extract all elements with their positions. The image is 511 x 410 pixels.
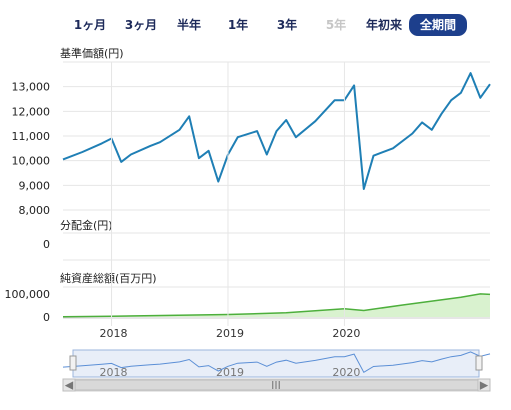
tab-5-years: 5年: [325, 18, 347, 32]
navigator-right-handle[interactable]: [475, 355, 483, 371]
assets-y-tick-label: 100,000: [5, 288, 51, 301]
dividend-panel-title: 分配金(円): [60, 219, 113, 232]
assets-panel-title: 純資産総額(百万円): [60, 272, 157, 285]
price-y-tick-label: 10,000: [12, 155, 51, 168]
tab-all-period[interactable]: 全期間: [409, 14, 467, 36]
assets-y-tick-label: 0: [43, 311, 50, 324]
assets-area-fill: [63, 293, 490, 317]
year-gridlines: [111, 62, 345, 326]
navigator-selection[interactable]: [72, 349, 480, 378]
scroll-left-button[interactable]: [62, 378, 76, 392]
price-gridlines: [63, 86, 490, 211]
price-y-axis: 8,000 9,000 10,000 11,000 12,000 13,000: [12, 81, 51, 217]
tab-1-year[interactable]: 1年: [227, 18, 249, 32]
price-y-tick-label: 13,000: [12, 81, 51, 94]
scrollbar-grip-icon: III: [271, 379, 281, 392]
navigator-series-line: [62, 351, 491, 373]
navigator-x-tick-label: 2018: [100, 366, 128, 379]
x-tick-label: 2020: [332, 327, 360, 340]
tab-year-to-date[interactable]: 年初来: [365, 18, 402, 32]
price-y-tick-label: 11,000: [12, 130, 51, 143]
dividend-y-axis: 0: [43, 238, 50, 251]
dividend-panel: 0: [43, 232, 490, 261]
assets-y-axis: 0 100,000: [5, 288, 51, 324]
navigator-left-handle[interactable]: [69, 355, 77, 371]
x-tick-label: 2018: [100, 327, 128, 340]
price-panel-title: 基準価額(円): [60, 47, 124, 60]
price-y-tick-label: 12,000: [12, 105, 51, 118]
price-y-tick-label: 8,000: [19, 204, 51, 217]
assets-panel: 0 100,000 2018 2019 2020: [5, 286, 491, 340]
x-tick-label: 2019: [216, 327, 244, 340]
navigator-x-tick-label: 2020: [332, 366, 360, 379]
scroll-right-button[interactable]: [477, 378, 491, 392]
navigator-x-tick-label: 2019: [216, 366, 244, 379]
price-y-tick-label: 9,000: [19, 179, 51, 192]
period-tabs: 1ヶ月 3ヶ月 半年 1年 3年 5年 年初来 全期間: [0, 0, 511, 42]
price-panel: 8,000 9,000 10,000 11,000 12,000 13,000: [12, 61, 491, 217]
dividend-y-tick-label: 0: [43, 238, 50, 251]
tab-3-years[interactable]: 3年: [276, 18, 298, 32]
tab-1-month[interactable]: 1ヶ月: [73, 18, 107, 32]
tab-half-year[interactable]: 半年: [176, 18, 201, 32]
price-series-line: [62, 72, 491, 190]
x-axis: 2018 2019 2020: [100, 327, 361, 340]
tab-3-months[interactable]: 3ヶ月: [124, 18, 158, 32]
scroll-right-arrow-icon: ▶: [480, 379, 489, 392]
navigator[interactable]: 2018 2019 2020 ◀ ▶ III: [62, 349, 491, 392]
scroll-left-arrow-icon: ◀: [65, 379, 74, 392]
